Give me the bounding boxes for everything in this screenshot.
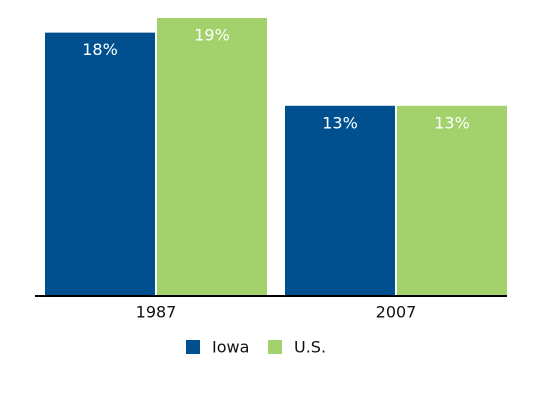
x-tick-label: 2007 bbox=[376, 303, 417, 322]
value-label: 13% bbox=[322, 113, 358, 132]
bar bbox=[45, 32, 155, 296]
value-label: 19% bbox=[194, 26, 230, 45]
value-label: 18% bbox=[82, 40, 118, 59]
bar bbox=[285, 105, 395, 296]
legend-label: U.S. bbox=[294, 338, 326, 357]
x-tick-label: 1987 bbox=[136, 303, 177, 322]
legend-swatch bbox=[268, 340, 282, 354]
value-label: 13% bbox=[434, 113, 470, 132]
bar bbox=[157, 18, 267, 296]
legend-label: Iowa bbox=[212, 338, 249, 357]
legend-swatch bbox=[186, 340, 200, 354]
bar bbox=[397, 105, 507, 296]
